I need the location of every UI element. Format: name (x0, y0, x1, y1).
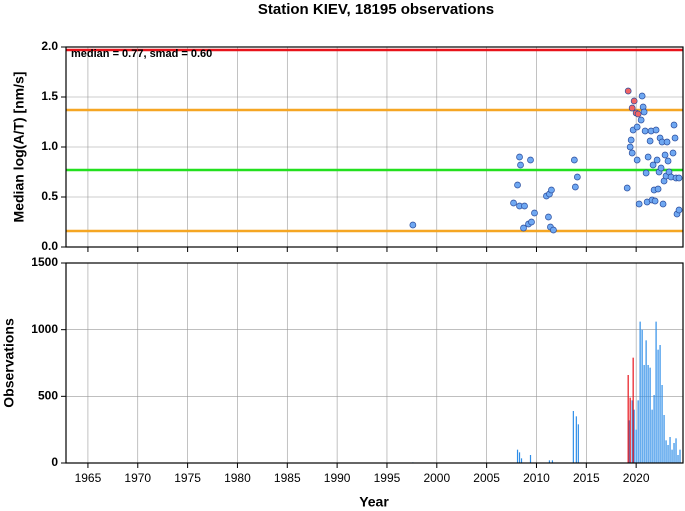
x-tick-label: 1975 (174, 471, 201, 485)
point (641, 127, 649, 135)
point (664, 157, 672, 165)
point (528, 218, 535, 226)
point (517, 161, 524, 169)
point (669, 149, 677, 157)
y-tick-label: 1000 (31, 322, 58, 336)
point (571, 156, 578, 164)
y-axis-label: Observations (1, 318, 17, 408)
point (671, 134, 679, 142)
point (510, 199, 517, 207)
x-tick-label: 1985 (274, 471, 301, 485)
point (627, 136, 635, 144)
point (626, 143, 634, 151)
point (644, 153, 652, 161)
y-tick-label: 1.5 (41, 89, 58, 103)
point (630, 97, 638, 105)
point (571, 183, 579, 191)
point (661, 151, 669, 159)
y-tick-label: 0 (51, 455, 58, 469)
point (628, 149, 636, 157)
point (654, 185, 662, 193)
point (675, 174, 683, 182)
x-tick-label: 1995 (374, 471, 401, 485)
point (548, 186, 555, 194)
annotation: median = 0.77, smad = 0.60 (71, 48, 212, 60)
point (657, 164, 665, 172)
y-tick-label: 2.0 (41, 39, 58, 53)
x-axis-label: Year (359, 494, 389, 510)
x-tick-label: 1990 (324, 471, 351, 485)
y-tick-label: 1.0 (41, 139, 58, 153)
point (633, 123, 641, 131)
x-tick-label: 1965 (75, 471, 102, 485)
point (520, 224, 527, 232)
y-tick-label: 0.5 (41, 189, 58, 203)
point (516, 153, 523, 161)
y-tick-label: 0.0 (41, 239, 58, 253)
point (651, 197, 659, 205)
point (638, 92, 646, 100)
y-tick-label: 500 (38, 389, 58, 403)
point (545, 213, 552, 221)
x-tick-label: 2000 (423, 471, 450, 485)
point (623, 184, 631, 192)
point (653, 156, 661, 164)
point (642, 169, 650, 177)
point (634, 110, 642, 118)
point (624, 87, 632, 95)
x-tick-label: 2015 (573, 471, 600, 485)
point (514, 181, 521, 189)
plot-frame (65, 262, 684, 464)
point (649, 161, 657, 169)
point (663, 138, 671, 146)
point (633, 156, 641, 164)
point (531, 209, 538, 217)
point (652, 126, 660, 134)
point (527, 156, 534, 164)
x-tick-label: 1980 (224, 471, 251, 485)
point (573, 173, 581, 181)
point (628, 104, 636, 112)
point (409, 221, 417, 229)
y-axis-label: Median log(A/T) [nm/s] (11, 72, 27, 223)
x-tick-label: 1970 (124, 471, 151, 485)
point (550, 226, 557, 234)
point (646, 137, 654, 145)
point (670, 121, 678, 129)
y-tick-label: 1500 (31, 255, 58, 269)
point (637, 116, 645, 124)
x-tick-label: 2005 (473, 471, 500, 485)
point (675, 206, 683, 214)
x-tick-label: 2020 (623, 471, 650, 485)
plot-frame (65, 46, 684, 248)
point (635, 200, 643, 208)
point (640, 108, 648, 116)
chart-title: Station KIEV, 18195 observations (258, 1, 494, 18)
point (659, 200, 667, 208)
point (521, 202, 528, 210)
x-tick-label: 2010 (523, 471, 550, 485)
